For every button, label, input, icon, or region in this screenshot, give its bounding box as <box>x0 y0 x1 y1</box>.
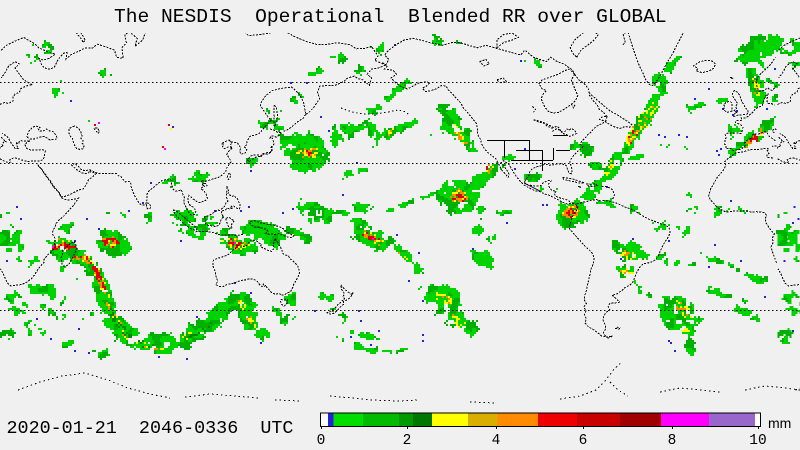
svg-text:mm: mm <box>768 415 791 431</box>
svg-text:6: 6 <box>579 433 588 449</box>
svg-text:0: 0 <box>317 433 326 449</box>
svg-text:8: 8 <box>668 433 677 449</box>
svg-text:10: 10 <box>749 433 766 449</box>
svg-text:4: 4 <box>492 433 501 449</box>
svg-text:2: 2 <box>403 433 412 449</box>
